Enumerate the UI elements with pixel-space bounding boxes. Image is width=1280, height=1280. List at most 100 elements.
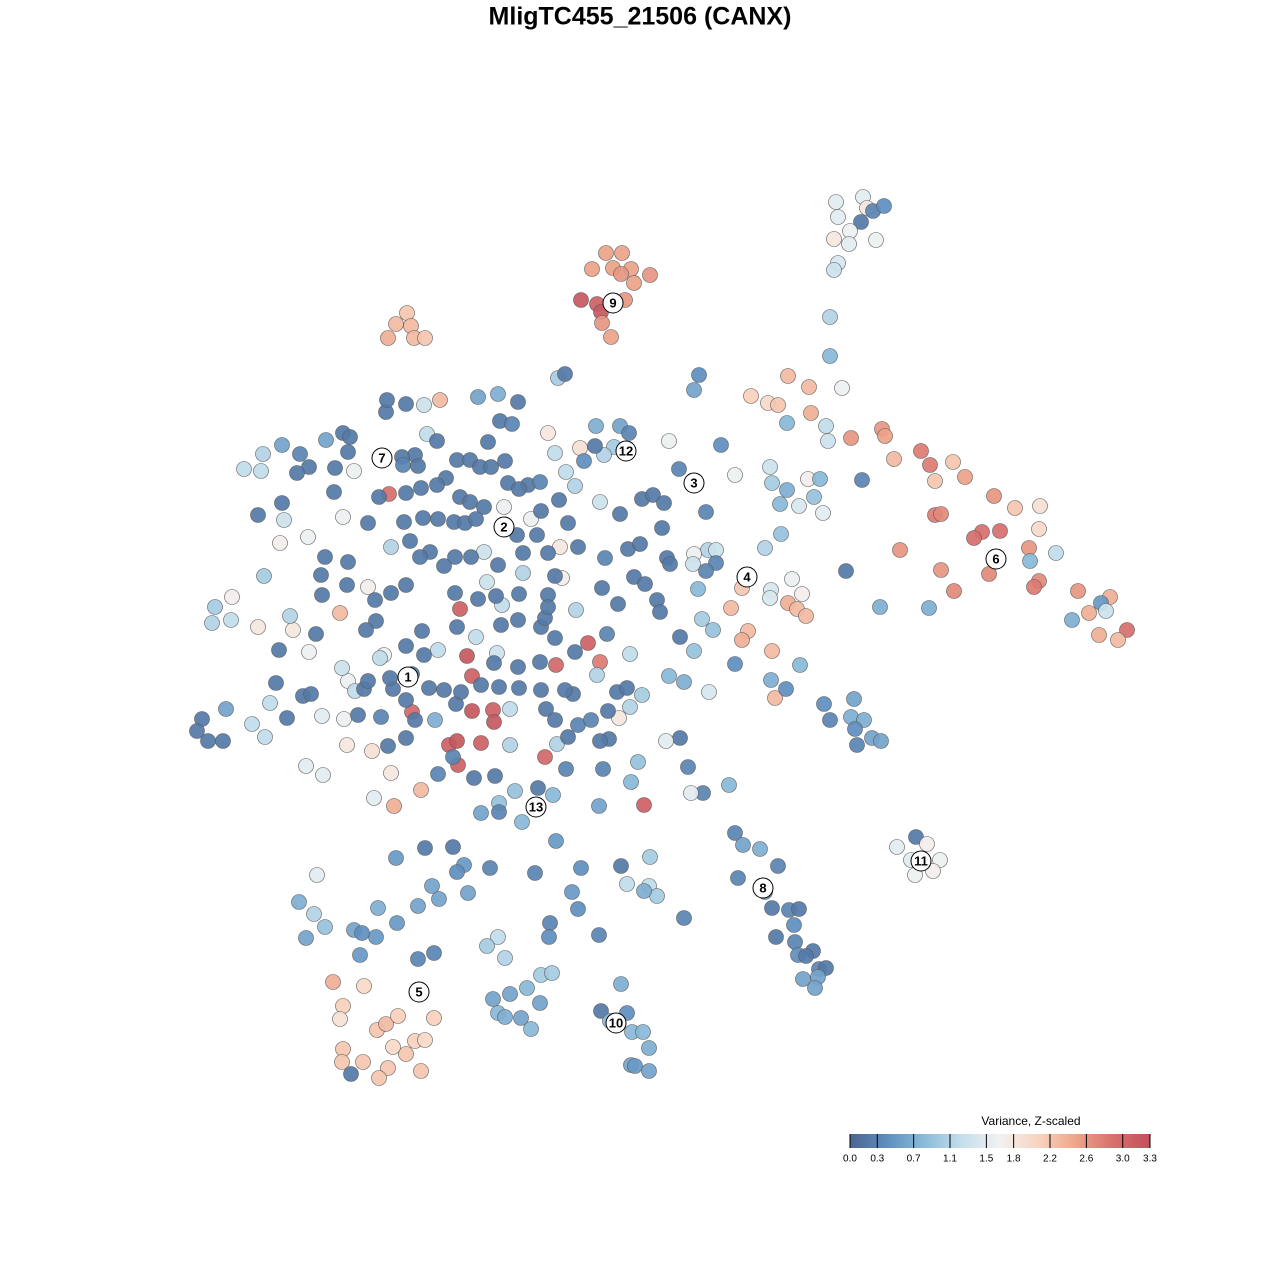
point: [757, 540, 773, 556]
point: [612, 506, 628, 522]
point: [318, 432, 334, 448]
point: [204, 615, 220, 631]
point: [332, 605, 348, 621]
point: [309, 867, 325, 883]
point: [326, 484, 342, 500]
point: [200, 733, 216, 749]
point: [626, 275, 642, 291]
point: [502, 986, 518, 1002]
point: [730, 870, 746, 886]
point: [436, 682, 452, 698]
point: [453, 684, 469, 700]
point: [380, 738, 396, 754]
point: [513, 1010, 529, 1026]
point: [877, 428, 893, 444]
point: [271, 642, 287, 658]
point: [846, 691, 862, 707]
point: [787, 934, 803, 950]
point: [545, 787, 561, 803]
point: [1026, 579, 1042, 595]
point: [619, 876, 635, 892]
point: [986, 488, 1002, 504]
point: [303, 686, 319, 702]
point: [395, 457, 411, 473]
point: [300, 529, 316, 545]
point: [698, 563, 714, 579]
point: [463, 549, 479, 565]
point: [593, 1003, 609, 1019]
point: [449, 864, 465, 880]
point: [770, 397, 786, 413]
point: [510, 659, 526, 675]
point: [515, 565, 531, 581]
point: [838, 563, 854, 579]
point: [497, 950, 513, 966]
point: [764, 475, 780, 491]
point: [417, 1032, 433, 1048]
point: [743, 388, 759, 404]
cluster-marker: [910, 850, 932, 872]
point: [685, 556, 701, 572]
colorbar-title: Variance, Z-scaled: [981, 1114, 1080, 1128]
point: [573, 860, 589, 876]
point: [426, 1010, 442, 1026]
point: [485, 991, 501, 1007]
point: [637, 576, 653, 592]
cluster-marker: [525, 796, 547, 818]
point: [784, 571, 800, 587]
point: [672, 730, 688, 746]
point: [334, 660, 350, 676]
point: [436, 558, 452, 574]
point: [1064, 612, 1080, 628]
point: [343, 1066, 359, 1082]
point: [262, 695, 278, 711]
point: [594, 580, 610, 596]
point: [421, 680, 437, 696]
point: [445, 749, 461, 765]
point: [336, 711, 352, 727]
point: [460, 885, 476, 901]
point: [327, 460, 343, 476]
point: [371, 489, 387, 505]
point: [346, 463, 362, 479]
point: [482, 860, 498, 876]
point: [207, 599, 223, 615]
cluster-label: 9: [609, 295, 616, 310]
point: [548, 833, 564, 849]
point: [533, 503, 549, 519]
point: [532, 654, 548, 670]
point: [527, 865, 543, 881]
point: [1007, 500, 1023, 516]
point: [360, 673, 376, 689]
colorbar-gradient: [850, 1134, 1150, 1148]
points-layer: [189, 189, 1135, 1086]
point: [570, 901, 586, 917]
point: [504, 416, 520, 432]
point: [540, 425, 556, 441]
point: [587, 438, 603, 454]
point: [889, 839, 905, 855]
point: [626, 569, 642, 585]
point: [727, 825, 743, 841]
point: [946, 583, 962, 599]
point: [298, 930, 314, 946]
cluster-marker: [371, 447, 393, 469]
point: [611, 710, 627, 726]
point: [379, 392, 395, 408]
point: [385, 1039, 401, 1055]
point: [671, 461, 687, 477]
point: [493, 617, 509, 633]
point: [413, 1063, 429, 1079]
point: [510, 612, 526, 628]
point: [547, 712, 563, 728]
point: [772, 496, 788, 512]
point: [366, 790, 382, 806]
point: [519, 980, 535, 996]
point: [364, 743, 380, 759]
point: [483, 459, 499, 475]
point: [723, 600, 739, 616]
point: [399, 305, 415, 321]
point: [820, 433, 836, 449]
